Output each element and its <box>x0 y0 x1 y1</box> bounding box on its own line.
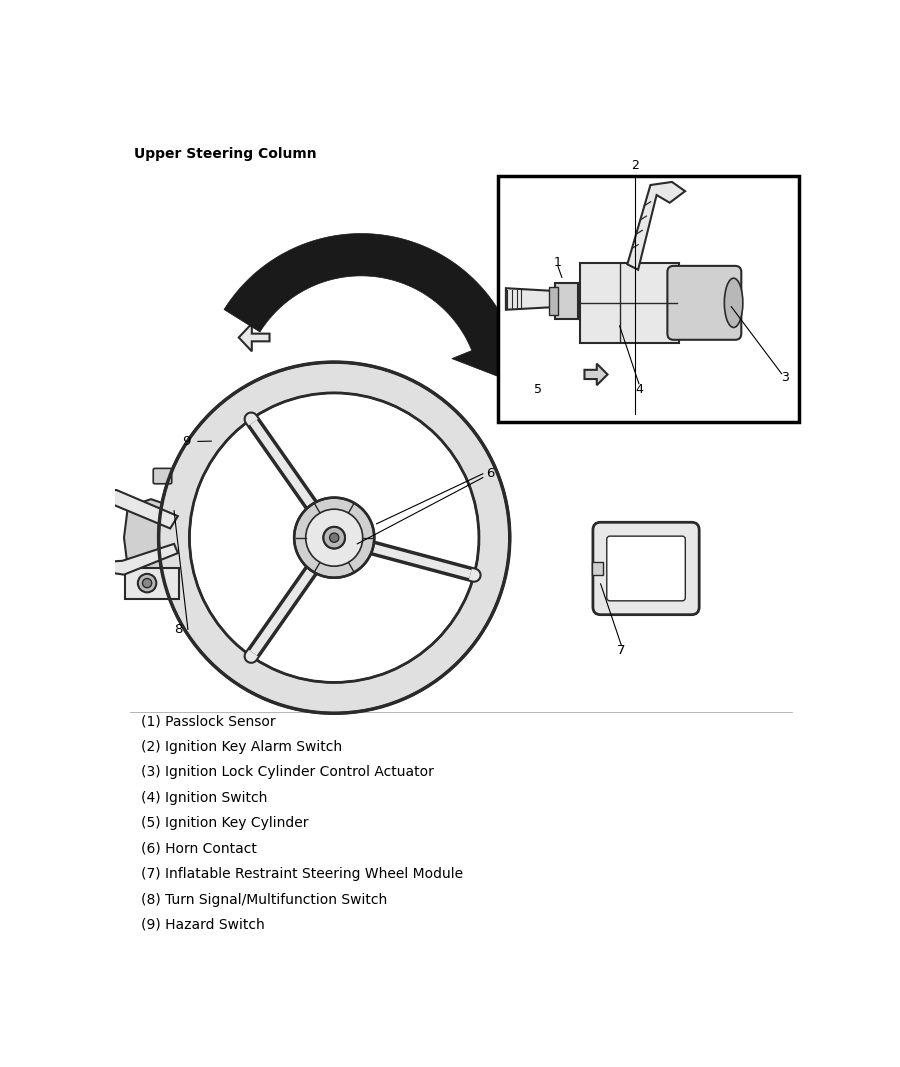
FancyBboxPatch shape <box>555 283 578 319</box>
Polygon shape <box>584 364 608 385</box>
FancyBboxPatch shape <box>125 568 179 599</box>
Text: (3) Ignition Lock Cylinder Control Actuator: (3) Ignition Lock Cylinder Control Actua… <box>141 765 434 779</box>
Text: 7: 7 <box>617 644 626 657</box>
Circle shape <box>142 578 152 588</box>
Circle shape <box>323 527 345 548</box>
Ellipse shape <box>724 278 742 328</box>
Text: (2) Ignition Key Alarm Switch: (2) Ignition Key Alarm Switch <box>141 739 342 753</box>
Text: Upper Steering Column: Upper Steering Column <box>134 147 317 161</box>
Text: (5) Ignition Key Cylinder: (5) Ignition Key Cylinder <box>141 816 309 830</box>
Text: (6) Horn Contact: (6) Horn Contact <box>141 842 257 856</box>
Text: 5: 5 <box>535 383 542 396</box>
Circle shape <box>294 497 374 577</box>
Circle shape <box>329 534 338 542</box>
Polygon shape <box>89 490 178 528</box>
Text: (7) Inflatable Restraint Steering Wheel Module: (7) Inflatable Restraint Steering Wheel … <box>141 867 464 881</box>
Polygon shape <box>124 499 185 572</box>
Wedge shape <box>158 362 509 713</box>
Circle shape <box>306 509 363 567</box>
Text: 4: 4 <box>635 383 643 396</box>
Text: (9) Hazard Switch: (9) Hazard Switch <box>141 918 265 931</box>
Text: 8: 8 <box>174 623 182 636</box>
FancyBboxPatch shape <box>607 536 685 601</box>
Text: 6: 6 <box>486 467 495 480</box>
Text: (4) Ignition Switch: (4) Ignition Switch <box>141 791 267 805</box>
Circle shape <box>138 574 157 592</box>
FancyBboxPatch shape <box>153 468 172 483</box>
Polygon shape <box>224 234 531 380</box>
Bar <box>499 176 798 423</box>
Polygon shape <box>99 544 178 575</box>
Text: (1) Passlock Sensor: (1) Passlock Sensor <box>141 714 275 729</box>
Polygon shape <box>238 323 269 351</box>
Text: 2: 2 <box>631 159 639 172</box>
Text: 1: 1 <box>554 255 562 269</box>
Text: 3: 3 <box>780 371 788 384</box>
Polygon shape <box>627 182 685 270</box>
Text: (8) Turn Signal/Multifunction Switch: (8) Turn Signal/Multifunction Switch <box>141 892 387 907</box>
FancyBboxPatch shape <box>592 561 603 575</box>
FancyBboxPatch shape <box>580 262 679 343</box>
Circle shape <box>323 527 345 548</box>
Polygon shape <box>506 288 562 309</box>
FancyBboxPatch shape <box>593 522 699 615</box>
FancyBboxPatch shape <box>668 266 742 339</box>
Circle shape <box>329 534 338 542</box>
Circle shape <box>191 395 477 681</box>
Text: 9: 9 <box>182 435 191 448</box>
FancyBboxPatch shape <box>549 287 558 315</box>
